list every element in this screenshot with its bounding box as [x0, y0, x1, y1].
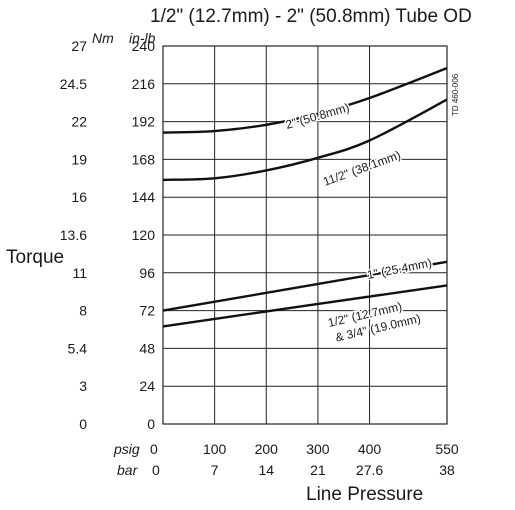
y-tick-nm: 0	[79, 416, 87, 432]
y-tick-inlb: 144	[132, 189, 156, 205]
y-tick-inlb: 216	[132, 76, 156, 92]
series-line-2in	[162, 66, 448, 134]
x-axis-label: Line Pressure	[306, 484, 424, 505]
series-line-half-3-4in	[162, 284, 448, 328]
x-unit-psig: psig	[114, 441, 140, 457]
y-tick-inlb: 192	[132, 114, 156, 130]
x-tick-bar: 0	[152, 462, 160, 478]
x-tick-psig: 300	[306, 441, 330, 457]
series-label-1in: 1" (25.4mm)	[366, 256, 433, 282]
y-tick-inlb: 48	[139, 340, 155, 356]
x-tick-bar: 14	[258, 462, 274, 478]
series-line-1-5in	[162, 98, 448, 182]
x-tick-bar: 38	[439, 462, 455, 478]
x-tick-bar: 21	[310, 462, 326, 478]
x-tick-bar: 27.6	[356, 462, 383, 478]
y-unit-inlb: in-lb	[129, 30, 156, 46]
doc-id: TD 460-006	[451, 73, 460, 116]
y-tick-nm: 24.5	[60, 76, 87, 92]
y-tick-nm: 16	[71, 189, 87, 205]
y-tick-nm: 13.6	[60, 227, 87, 243]
y-tick-nm: 27	[71, 38, 87, 54]
x-tick-psig: 100	[203, 441, 227, 457]
y-axis-label: Torque	[6, 247, 65, 268]
y-tick-inlb: 120	[132, 227, 156, 243]
y-tick-nm: 19	[71, 151, 87, 167]
x-tick-psig: 400	[358, 441, 382, 457]
chart-title: 1/2" (12.7mm) - 2" (50.8mm) Tube OD	[150, 6, 472, 27]
series-label-half-3-4in: & 3/4" (19.0mm)	[334, 311, 422, 344]
y-tick-nm: 11	[72, 265, 87, 281]
x-tick-psig: 200	[255, 441, 279, 457]
plot-frame	[162, 45, 448, 425]
y-tick-nm: 5.4	[68, 340, 88, 356]
y-tick-nm: 8	[79, 303, 87, 319]
y-tick-nm: 3	[79, 378, 87, 394]
series-label-1-5in: 11/2" (38.1mm)	[321, 148, 402, 189]
y-tick-inlb: 0	[147, 416, 155, 432]
x-unit-bar: bar	[117, 462, 138, 478]
y-tick-nm: 22	[71, 114, 87, 130]
series-line-1in	[162, 260, 448, 312]
series-label-half-3-4in: 1/2" (12.7mm)	[327, 299, 404, 330]
x-tick-bar: 7	[211, 462, 219, 478]
y-tick-inlb: 72	[139, 303, 155, 319]
x-tick-psig: 0	[150, 441, 158, 457]
y-tick-inlb: 168	[132, 151, 156, 167]
y-tick-inlb: 96	[139, 265, 155, 281]
series-label-2in: 2" (50.8mm)	[284, 100, 351, 132]
y-unit-nm: Nm	[92, 30, 114, 46]
x-tick-psig: 550	[435, 441, 459, 457]
y-tick-inlb: 24	[139, 378, 155, 394]
